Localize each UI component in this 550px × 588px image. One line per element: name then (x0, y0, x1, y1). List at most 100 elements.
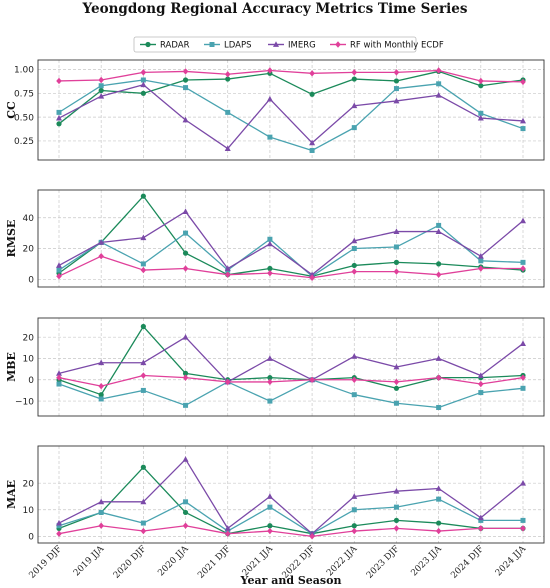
panels: 0.25 0.50 0.75 1.00 CC 0 20 40 RMSE −10 0 10 20 MBE 0 1… (5, 59, 545, 544)
data-point-ldaps (393, 400, 399, 406)
data-point-imerg (393, 487, 400, 494)
data-point-rf-with-monthly-ecdf (140, 372, 147, 379)
series-line-imerg (58, 84, 524, 150)
data-point-imerg (477, 372, 484, 378)
x-tick-label: 2024 DJF (449, 544, 486, 581)
data-point-imerg (140, 234, 147, 241)
data-point-radar (182, 77, 189, 83)
data-point-radar (98, 87, 104, 94)
x-tick-label: 2021 DJF (196, 544, 233, 581)
data-point-ldaps (478, 517, 484, 523)
panel-rmse: 0 20 40 RMSE (5, 189, 545, 288)
data-point-rf-with-monthly-ecdf (224, 378, 231, 386)
data-point-ldaps (436, 496, 442, 502)
data-point-ldaps (267, 398, 273, 404)
data-point-rf-with-monthly-ecdf (224, 71, 231, 78)
data-point-imerg (224, 525, 231, 531)
data-point-ldaps (393, 86, 399, 92)
data-point-radar (182, 509, 189, 516)
legend-label: RADAR (160, 41, 190, 51)
y-tick-label: 0.50 (14, 113, 34, 123)
series-line-imerg (58, 336, 524, 383)
legend-marker-radar (145, 41, 151, 48)
legend-label: RF with Monthly ECDF (350, 41, 444, 51)
data-point-rf-with-monthly-ecdf (267, 269, 273, 277)
data-point-rf-with-monthly-ecdf (182, 374, 189, 381)
data-point-rf-with-monthly-ecdf (309, 70, 315, 77)
data-point-rf-with-monthly-ecdf (309, 376, 315, 383)
data-point-imerg (266, 355, 273, 361)
data-point-imerg (351, 353, 358, 359)
data-point-imerg (56, 519, 62, 526)
legend-label: IMERG (288, 41, 316, 51)
y-tick-label: 0 (28, 276, 34, 286)
series-line-ldaps (58, 498, 523, 535)
data-point-ldaps (351, 246, 357, 252)
data-point-ldaps (436, 81, 442, 87)
data-point-imerg (477, 253, 484, 259)
data-point-radar (393, 385, 400, 391)
legend-marker-imerg (273, 41, 279, 47)
data-point-imerg (309, 271, 316, 278)
data-point-radar (225, 76, 231, 82)
y-tick-label: 0.75 (14, 90, 34, 100)
data-point-imerg (477, 114, 484, 121)
data-point-ldaps (183, 402, 189, 408)
data-point-imerg (56, 114, 62, 121)
data-point-ldaps (98, 83, 104, 89)
data-point-ldaps (56, 267, 62, 273)
data-point-ldaps (267, 236, 273, 242)
data-point-radar (140, 464, 146, 470)
data-point-imerg (393, 363, 400, 370)
data-point-radar (267, 523, 273, 529)
x-tick-label: 2020 JJA (156, 544, 191, 579)
data-point-imerg (182, 116, 189, 123)
data-point-radar (393, 78, 400, 84)
data-point-imerg (182, 456, 189, 462)
data-point-rf-with-monthly-ecdf (393, 268, 400, 275)
data-point-ldaps (140, 520, 146, 526)
data-point-rf-with-monthly-ecdf (351, 69, 358, 76)
data-point-ldaps (520, 517, 526, 523)
legend-marker-ldaps (209, 42, 215, 47)
x-tick-label: 2023 JJA (409, 544, 444, 579)
data-point-rf-with-monthly-ecdf (435, 271, 442, 278)
panel-frame (37, 189, 545, 288)
y-tick-label: 0 (28, 533, 34, 543)
data-point-radar (436, 261, 442, 267)
y-tick-label: 40 (23, 214, 35, 224)
data-point-rf-with-monthly-ecdf (267, 527, 273, 535)
data-point-imerg (56, 262, 62, 268)
data-point-imerg (309, 139, 316, 146)
data-point-ldaps (478, 390, 484, 396)
data-point-imerg (266, 95, 273, 102)
data-point-rf-with-monthly-ecdf (520, 525, 526, 532)
data-point-radar (436, 520, 442, 526)
data-point-imerg (182, 333, 189, 340)
data-point-ldaps (267, 504, 273, 510)
y-axis-label: MAE (5, 480, 18, 509)
data-point-imerg (140, 498, 147, 505)
data-point-ldaps (393, 244, 399, 250)
data-point-radar (140, 323, 146, 330)
data-point-rf-with-monthly-ecdf (140, 527, 147, 535)
data-point-radar (182, 370, 189, 376)
data-point-imerg (266, 493, 273, 499)
data-point-rf-with-monthly-ecdf (393, 69, 400, 76)
series-line-ldaps (58, 379, 524, 409)
data-point-ldaps (140, 77, 146, 83)
data-point-rf-with-monthly-ecdf (56, 77, 62, 85)
data-point-ldaps (393, 504, 399, 510)
data-point-rf-with-monthly-ecdf (98, 253, 104, 260)
y-tick-label: −10 (15, 397, 34, 407)
data-point-rf-with-monthly-ecdf (478, 265, 484, 272)
data-point-radar (140, 193, 146, 199)
data-point-rf-with-monthly-ecdf (56, 273, 62, 280)
data-point-imerg (435, 485, 442, 491)
chart-title: Yeongdong Regional Accuracy Metrics Time… (82, 1, 468, 17)
data-point-rf-with-monthly-ecdf (520, 374, 526, 381)
data-point-imerg (477, 514, 484, 521)
data-point-rf-with-monthly-ecdf (520, 78, 526, 86)
series-line-imerg (58, 458, 524, 535)
